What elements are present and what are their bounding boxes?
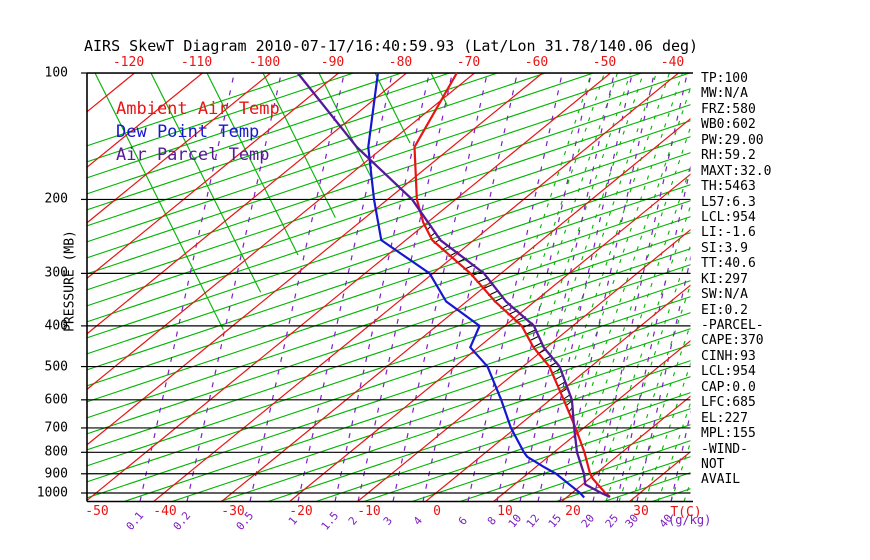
stats-line: RH:59.2 <box>701 148 756 164</box>
stats-line: MPL:155 <box>701 426 756 442</box>
bottom-axis-tick-label: -30 <box>221 504 245 519</box>
stats-line: KI:297 <box>701 271 748 287</box>
top-axis-tick-label: -60 <box>524 55 549 70</box>
stats-line: TT:40.6 <box>701 256 756 272</box>
stats-line: SI:3.9 <box>701 240 748 256</box>
page-title: AIRS SkewT Diagram 2010-07-17/16:40:59.9… <box>84 37 699 55</box>
stats-line: WB0:602 <box>701 117 756 133</box>
dew-point-temp-curve <box>367 72 585 499</box>
stats-line: PW:29.00 <box>701 132 764 148</box>
stats-line: -PARCEL- <box>701 318 764 333</box>
sounding-stats-column: TP:100 MW:N/A FRZ:580 WB0:602 PW:29.00 RH:59.… <box>701 71 771 488</box>
stats-line: SW:N/A <box>701 287 748 303</box>
air-parcel-temp-curve <box>296 72 611 499</box>
stats-line: CAPE:370 <box>701 333 764 349</box>
top-axis-tick-label: -40 <box>660 55 685 70</box>
top-axis-tick-label: -120 <box>112 55 145 70</box>
stats-line: EL:227 <box>701 410 748 426</box>
top-axis-tick-label: -110 <box>180 55 213 70</box>
stats-line: CAP:0.0 <box>701 379 756 395</box>
legend-item-ambient-air-temp: Ambient Air Temp <box>116 99 280 119</box>
stats-line: NOT <box>701 456 725 472</box>
bottom-axis-tick-label: 20 <box>565 504 581 519</box>
stats-line: MW:N/A <box>701 86 748 102</box>
stats-line: -WIND- <box>701 441 748 457</box>
mixing-ratio-axis-unit-label: (g/kg) <box>668 513 712 527</box>
bottom-axis-tick-label: -40 <box>153 504 177 519</box>
pressure-tick-label: 1000 <box>36 485 68 501</box>
stats-line: L57:6.3 <box>701 194 756 210</box>
pressure-tick-label: 300 <box>44 265 68 281</box>
pressure-tick-label: 500 <box>44 359 68 375</box>
pressure-tick-label: 900 <box>44 466 68 482</box>
top-axis-tick-label: -80 <box>388 55 413 70</box>
stats-line: EI:0.2 <box>701 302 748 318</box>
pressure-tick-label: 100 <box>44 65 68 81</box>
pressure-axis-label: PRESSURE (MB) <box>62 230 78 332</box>
top-axis-tick-label: -90 <box>320 55 345 70</box>
bottom-axis-tick-label: 30 <box>633 504 649 519</box>
plot-grid <box>87 73 691 502</box>
stats-line: TH:5463 <box>701 179 756 195</box>
pressure-tick-label: 200 <box>44 191 68 207</box>
legend-item-dew-point-temp: Dew Point Temp <box>116 122 260 142</box>
bottom-axis-tick-label: 0 <box>433 504 441 519</box>
temperature-axis-unit-label: T(C) <box>670 505 702 520</box>
stats-line: TP:100 <box>701 71 748 86</box>
pressure-tick-label: 700 <box>44 420 68 436</box>
pressure-tick-label: 600 <box>44 392 68 408</box>
stats-line: LFC:685 <box>701 395 756 411</box>
stats-line: LCL:954 <box>701 209 756 225</box>
stats-line: MAXT:32.0 <box>701 163 772 179</box>
bottom-axis-tick-label: -20 <box>289 504 313 519</box>
bottom-axis-tick-label: -50 <box>85 504 109 519</box>
legend-item-air-parcel-temp: Air Parcel Temp <box>116 145 270 165</box>
stats-line: FRZ:580 <box>701 101 756 117</box>
pressure-tick-label: 400 <box>44 318 68 334</box>
ambient-air-temp-curve <box>413 72 611 498</box>
top-axis-tick-label: -100 <box>248 55 281 70</box>
top-axis-tick-label: -50 <box>592 55 617 70</box>
stats-line: LI:-1.6 <box>701 225 756 241</box>
bottom-axis-tick-label: 10 <box>497 504 513 519</box>
pressure-tick-label: 800 <box>44 444 68 460</box>
stats-line: AVAIL <box>701 472 741 488</box>
stats-line: LCL:954 <box>701 364 756 380</box>
stats-line: CINH:93 <box>701 348 756 364</box>
top-axis-tick-label: -70 <box>456 55 481 70</box>
bottom-axis-tick-label: -10 <box>357 504 381 519</box>
